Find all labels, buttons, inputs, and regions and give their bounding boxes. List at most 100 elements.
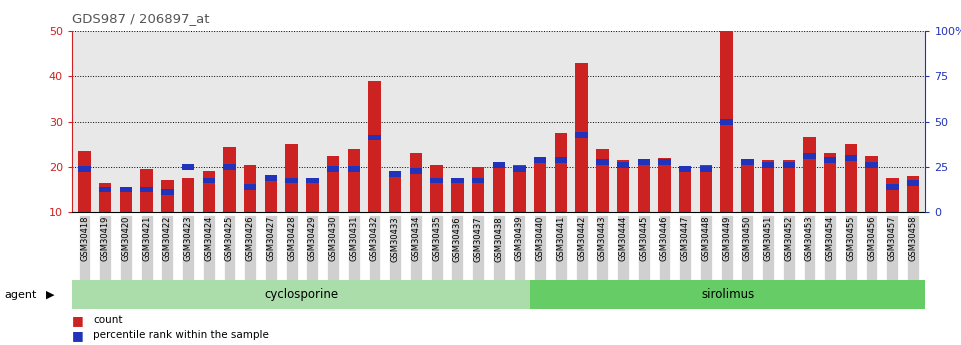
Text: GSM30420: GSM30420 — [121, 216, 131, 261]
Bar — [182, 164, 194, 170]
Bar — [824, 157, 836, 163]
Text: GSM30447: GSM30447 — [680, 216, 690, 262]
FancyBboxPatch shape — [452, 215, 463, 280]
Bar — [72, 280, 530, 309]
Bar — [264, 175, 277, 181]
Text: ■: ■ — [72, 314, 84, 327]
Bar — [741, 159, 753, 165]
Text: GSM30443: GSM30443 — [598, 216, 606, 262]
Bar — [244, 184, 257, 190]
Bar — [845, 144, 857, 212]
FancyBboxPatch shape — [348, 215, 359, 280]
Bar — [700, 165, 712, 212]
Bar — [865, 156, 877, 212]
FancyBboxPatch shape — [265, 215, 277, 280]
Bar — [409, 153, 422, 212]
FancyBboxPatch shape — [410, 215, 422, 280]
Text: GSM30437: GSM30437 — [474, 216, 482, 262]
Bar — [409, 168, 422, 174]
Bar — [803, 152, 816, 158]
Text: GSM30427: GSM30427 — [266, 216, 276, 262]
Bar — [285, 144, 298, 212]
FancyBboxPatch shape — [327, 215, 339, 280]
Text: GSM30421: GSM30421 — [142, 216, 151, 261]
FancyBboxPatch shape — [534, 215, 546, 280]
Text: percentile rank within the sample: percentile rank within the sample — [93, 331, 269, 340]
Bar — [886, 178, 899, 212]
Bar — [637, 160, 650, 212]
FancyBboxPatch shape — [120, 215, 132, 280]
Bar — [721, 31, 733, 212]
Bar — [389, 171, 402, 177]
Bar — [203, 178, 215, 184]
Bar — [907, 176, 920, 212]
Text: GSM30446: GSM30446 — [660, 216, 669, 262]
Bar — [493, 162, 505, 168]
FancyBboxPatch shape — [493, 215, 505, 280]
FancyBboxPatch shape — [825, 215, 836, 280]
Bar — [431, 165, 443, 212]
Text: GSM30435: GSM30435 — [432, 216, 441, 262]
Text: GSM30434: GSM30434 — [411, 216, 420, 262]
Bar — [679, 167, 691, 212]
Text: GSM30425: GSM30425 — [225, 216, 234, 261]
Bar — [865, 162, 877, 168]
FancyBboxPatch shape — [576, 215, 587, 280]
FancyBboxPatch shape — [472, 215, 484, 280]
FancyBboxPatch shape — [617, 215, 628, 280]
FancyBboxPatch shape — [369, 215, 381, 280]
Text: GSM30439: GSM30439 — [515, 216, 524, 262]
Bar — [658, 159, 671, 165]
Text: GSM30448: GSM30448 — [702, 216, 710, 262]
FancyBboxPatch shape — [721, 215, 732, 280]
Bar — [886, 184, 899, 190]
Bar — [120, 187, 133, 212]
Bar — [679, 166, 691, 172]
Bar — [472, 167, 484, 212]
Bar — [140, 187, 153, 193]
Bar — [368, 135, 381, 140]
Bar — [99, 183, 111, 212]
Text: GSM30456: GSM30456 — [867, 216, 876, 262]
Bar — [658, 158, 671, 212]
Bar — [596, 149, 608, 212]
FancyBboxPatch shape — [244, 215, 257, 280]
Text: GSM30457: GSM30457 — [888, 216, 897, 262]
Bar — [534, 160, 547, 212]
Bar — [576, 63, 588, 212]
FancyBboxPatch shape — [431, 215, 442, 280]
Bar — [721, 119, 733, 125]
Text: GSM30432: GSM30432 — [370, 216, 379, 262]
FancyBboxPatch shape — [700, 215, 712, 280]
Bar — [307, 180, 318, 212]
Bar — [264, 178, 277, 212]
FancyBboxPatch shape — [845, 215, 857, 280]
Bar — [617, 162, 629, 168]
FancyBboxPatch shape — [99, 215, 111, 280]
Bar — [907, 180, 920, 186]
Bar — [348, 149, 360, 212]
Text: GSM30418: GSM30418 — [80, 216, 89, 262]
Bar — [741, 160, 753, 212]
Bar — [327, 156, 339, 212]
Bar — [554, 157, 567, 163]
Text: GSM30458: GSM30458 — [908, 216, 918, 262]
Bar — [534, 157, 547, 163]
Text: cyclosporine: cyclosporine — [264, 288, 338, 301]
Bar — [596, 159, 608, 165]
Text: GSM30455: GSM30455 — [847, 216, 855, 261]
Bar — [348, 166, 360, 172]
Text: ▶: ▶ — [46, 290, 55, 299]
Bar — [472, 178, 484, 184]
Bar — [244, 165, 257, 212]
Bar — [223, 147, 235, 212]
Bar — [223, 164, 235, 170]
Bar — [78, 151, 90, 212]
FancyBboxPatch shape — [513, 215, 526, 280]
Bar — [554, 133, 567, 212]
FancyBboxPatch shape — [183, 215, 194, 280]
Text: GSM30430: GSM30430 — [329, 216, 337, 262]
Bar — [182, 178, 194, 212]
Bar — [451, 178, 463, 184]
Text: ■: ■ — [72, 329, 84, 342]
